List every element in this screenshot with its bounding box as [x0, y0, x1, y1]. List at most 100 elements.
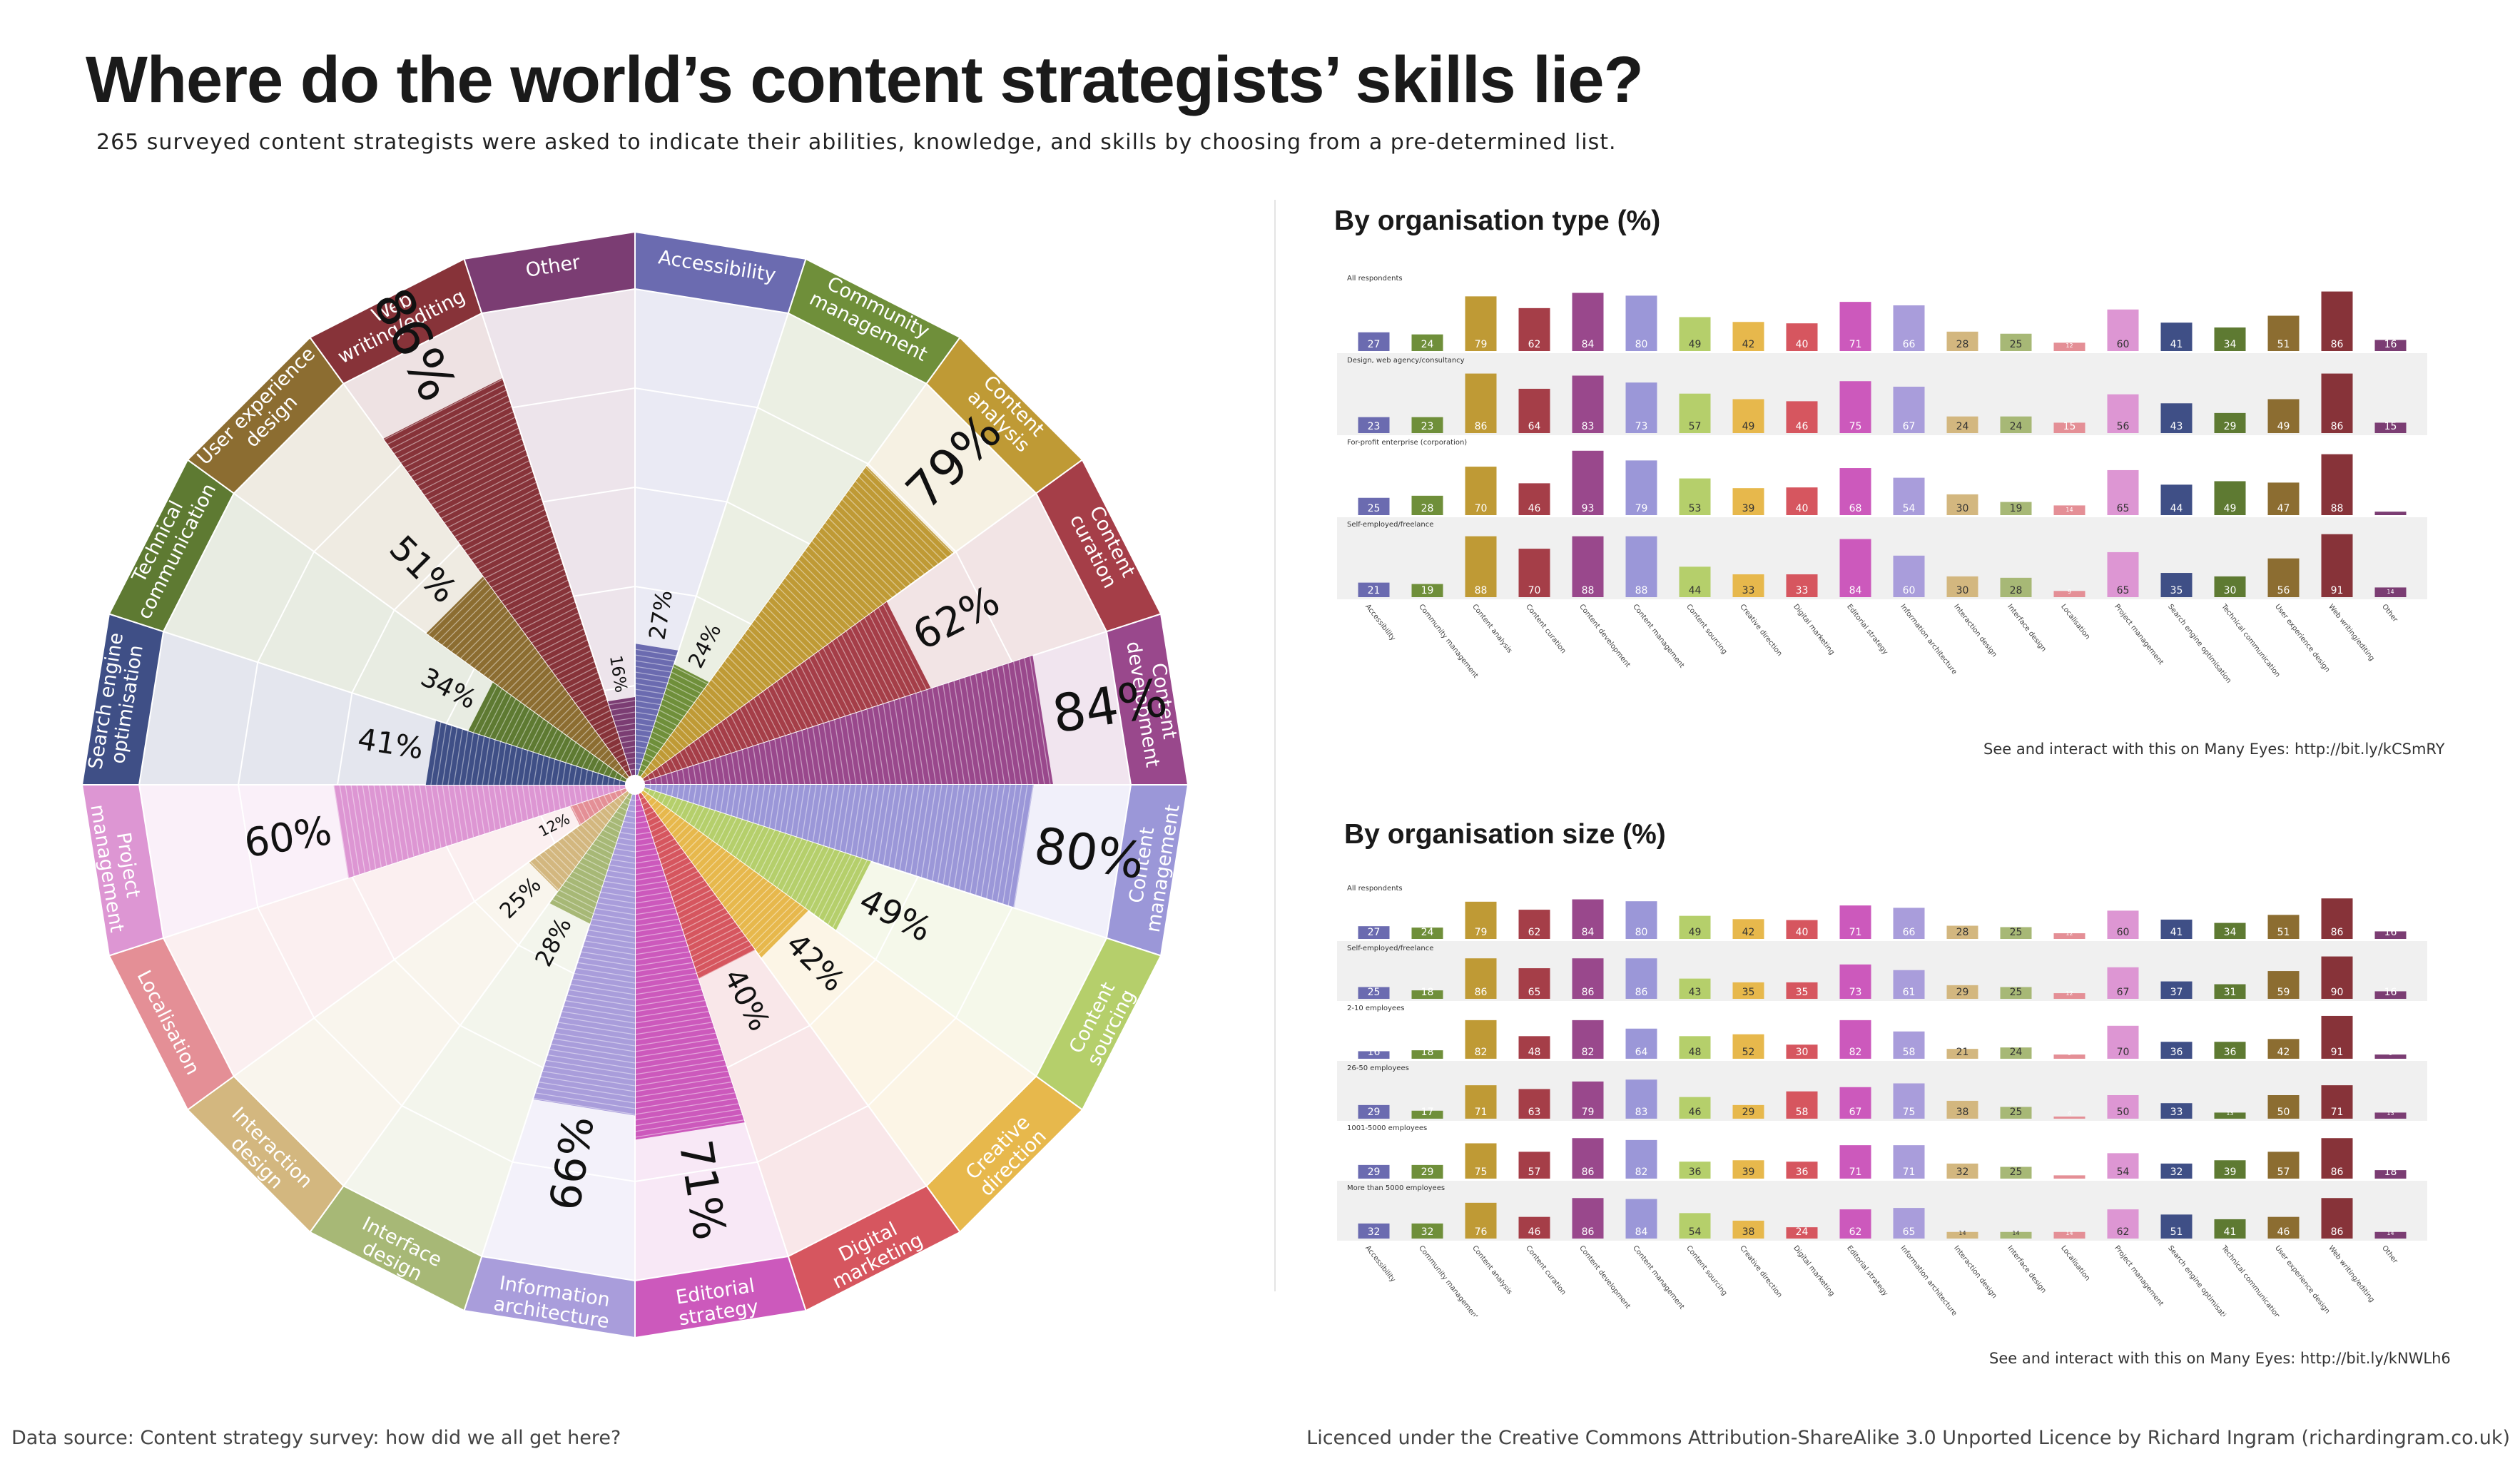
- bar-stripe: [855, 480, 940, 565]
- org-size-note[interactable]: See and interact with this on Many Eyes:…: [1989, 1350, 2451, 1367]
- bar-value: 70: [1475, 503, 1488, 514]
- bar-value: 73: [1635, 421, 1648, 432]
- bar: [1679, 1213, 1711, 1239]
- bar-value: 24: [2010, 1047, 2023, 1058]
- bar-stripe: [899, 784, 914, 871]
- bar-stripe: [662, 857, 689, 871]
- bar-stripe: [540, 1076, 636, 1092]
- bar-stripe: [641, 763, 648, 768]
- org-type-note[interactable]: See and interact with this on Many Eyes:…: [1983, 741, 2445, 758]
- category-tick-label: Project management: [2113, 603, 2165, 666]
- bar-stripe: [751, 624, 796, 669]
- bar-stripe: [533, 1097, 636, 1115]
- bar-row: Self-employed/freelance 21 19 88 70 88 88 44 33 3…: [1337, 517, 2427, 599]
- bar-stripe: [634, 945, 688, 955]
- bar-value: 70: [2117, 1047, 2130, 1058]
- bar-stripe: [838, 504, 916, 581]
- bar-value: 53: [1689, 503, 1702, 514]
- value-bar: [528, 791, 629, 892]
- bar-stripe: [675, 800, 684, 815]
- bar-stripe: [818, 784, 828, 845]
- bar-stripe: [747, 748, 754, 786]
- bar: [2107, 551, 2139, 597]
- bar-stripe: [1002, 784, 1022, 905]
- bar-stripe: [384, 378, 504, 440]
- bar: [2267, 482, 2300, 515]
- bar-stripe: [790, 844, 819, 898]
- bar-value: 79: [1475, 339, 1488, 350]
- bar-value: 50: [2277, 1107, 2290, 1118]
- grid-ring: [757, 1104, 869, 1163]
- bar-stripe: [937, 784, 954, 883]
- bar: [2374, 1112, 2407, 1119]
- bar-stripe: [707, 812, 721, 838]
- bar: [2000, 333, 2032, 351]
- segment-localisation: [108, 787, 628, 1112]
- bar-stripe: [534, 857, 563, 886]
- bar-stripe: [654, 726, 671, 736]
- bar-stripe: [442, 591, 496, 646]
- bar: [1839, 1087, 1871, 1119]
- bar-stripe: [573, 784, 577, 804]
- bar-stripe: [788, 573, 847, 632]
- bar-stripe: [644, 793, 649, 798]
- bar-stripe: [522, 715, 540, 748]
- bar-stripe: [339, 784, 355, 877]
- bar-value: 29: [1956, 987, 1969, 998]
- segment-information-architecture: [463, 793, 636, 1339]
- bar-stripe: [565, 880, 599, 898]
- bar-stripe: [562, 762, 567, 786]
- bar: [2160, 1103, 2193, 1119]
- bar-stripe: [796, 784, 806, 838]
- bar-stripe: [596, 902, 636, 910]
- bar-stripe: [862, 472, 948, 558]
- bar-stripe: [617, 728, 636, 733]
- bar-stripe: [823, 784, 834, 847]
- bar-stripe: [634, 891, 670, 898]
- bar: [1411, 990, 1443, 999]
- bar: [2053, 993, 2085, 999]
- bar-stripe: [470, 733, 479, 786]
- bar-value: 25: [2010, 987, 2023, 998]
- row-label: More than 5000 employees: [1347, 1184, 1445, 1192]
- bar-stripe: [796, 732, 806, 786]
- bar: [1411, 1050, 1443, 1059]
- row-label: All respondents: [1347, 275, 1403, 283]
- bar-stripe: [818, 725, 828, 786]
- bar-stripe: [741, 750, 748, 786]
- bar-stripe: [666, 761, 672, 773]
- bar-stripe: [634, 843, 654, 847]
- bar-stripe: [504, 784, 512, 825]
- bar-stripe: [739, 824, 759, 862]
- bar-value: 67: [1903, 421, 1916, 432]
- bar-stripe: [504, 574, 567, 606]
- grid-ring: [459, 1025, 544, 1069]
- bar: [2321, 1198, 2353, 1239]
- bar-stripe: [589, 848, 611, 860]
- bar-stripe: [634, 810, 644, 813]
- bar-value: 48: [1689, 1047, 1702, 1058]
- bar-stripe: [634, 1087, 733, 1104]
- bar-value: 36: [1796, 1166, 1809, 1178]
- bar-value: 46: [1689, 1107, 1702, 1118]
- bar: [1946, 985, 1978, 999]
- bar-stripe: [622, 763, 629, 768]
- bar-stripe: [567, 716, 586, 736]
- bar-value: 70: [1528, 585, 1541, 596]
- bar-stripe: [581, 801, 591, 818]
- bar-stripe: [646, 748, 659, 754]
- bar-stripe: [691, 840, 713, 863]
- bar: [2107, 967, 2139, 999]
- bar-stripe: [619, 775, 623, 781]
- licence-text[interactable]: Licenced under the Creative Commons Attr…: [1306, 1427, 2510, 1449]
- category-tick-label: Editorial strategy: [1845, 1244, 1889, 1298]
- bar: [1732, 1034, 1764, 1059]
- bar-stripe: [634, 717, 656, 722]
- bar-value: 65: [1903, 1226, 1916, 1238]
- bar: [1572, 1020, 1604, 1059]
- bar-stripe: [795, 564, 856, 625]
- bar-stripe: [634, 962, 693, 972]
- bar-value: 31: [2224, 987, 2237, 998]
- bar-stripe: [634, 864, 661, 870]
- bar: [1839, 964, 1871, 999]
